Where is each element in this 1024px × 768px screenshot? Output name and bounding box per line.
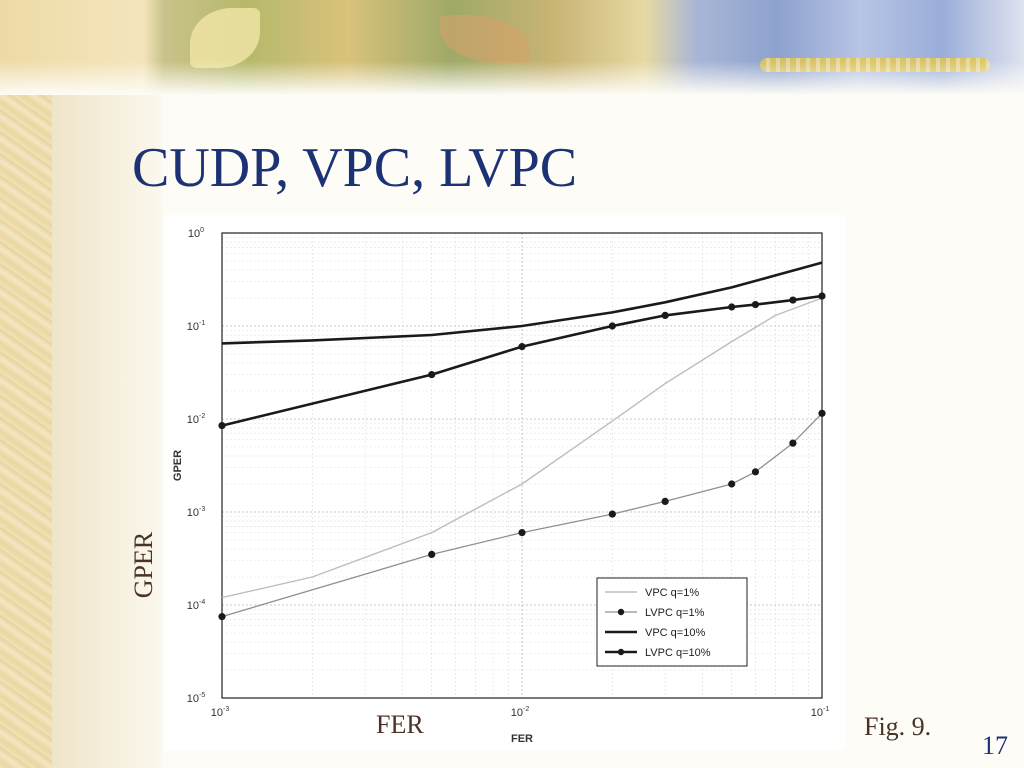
data-point-lvpc-q-10 (661, 311, 669, 320)
data-point-lvpc-q-1 (751, 468, 760, 476)
data-point-lvpc-q-1 (608, 510, 616, 518)
legend-marker-lvpc-q-10 (617, 648, 625, 656)
y-axis-label: GPER (172, 450, 184, 481)
series-line-vpc-q-10 (221, 261, 823, 345)
x-tick-exponent: -1 (823, 706, 829, 713)
legend-label-lvpc-q-1: LVPC q=1% (645, 607, 705, 619)
background-side-fade (52, 0, 162, 768)
figure-caption: Fig. 9. (864, 712, 932, 741)
data-point-lvpc-q-1 (218, 613, 226, 621)
decorative-header-band (0, 0, 1024, 95)
y-tick-exponent: -5 (199, 692, 205, 699)
y-tick-label: 100 (188, 227, 204, 240)
slide-title: CUDP, VPC, LVPC (132, 137, 578, 199)
background-texture (0, 0, 52, 768)
data-point-lvpc-q-10 (789, 296, 797, 304)
y-tick-exponent: -4 (199, 599, 205, 606)
leaf-decoration (190, 8, 260, 68)
gper-vs-fer-chart: 10-3 10-2 10-110010-110-210-310-410-5FERGP… (165, 215, 845, 750)
data-point-lvpc-q-1 (818, 409, 826, 417)
data-point-lvpc-q-10 (608, 322, 616, 330)
data-point-lvpc-q-1 (728, 480, 736, 488)
data-point-lvpc-q-1 (518, 529, 526, 537)
legend-label-vpc-q-1: VPC q=1% (645, 587, 699, 599)
y-tick-exponent: -3 (199, 506, 205, 513)
page-number: 17 (982, 731, 1008, 760)
legend-label-vpc-q-10: VPC q=10% (645, 627, 705, 639)
golden-grass-decoration (760, 58, 990, 72)
legend-label-lvpc-q-10: LVPC q=10% (645, 647, 711, 659)
leaf-decoration (440, 15, 530, 63)
x-tick-exponent: -3 (223, 706, 229, 713)
fer-axis-caption: FER (376, 710, 424, 739)
data-point-lvpc-q-10 (818, 292, 826, 300)
y-tick-exponent: -1 (199, 320, 205, 327)
data-point-lvpc-q-10 (728, 303, 736, 311)
y-tick-exponent: -2 (199, 413, 205, 420)
data-point-lvpc-q-1 (428, 550, 436, 559)
data-point-lvpc-q-10 (518, 343, 526, 351)
x-axis-label: FER (511, 733, 533, 745)
plot-frame (221, 232, 823, 699)
data-point-lvpc-q-10 (751, 300, 760, 309)
series-line-vpc-q-1 (221, 297, 823, 599)
y-tick-exponent: 0 (200, 227, 204, 234)
gper-axis-caption: GPER (129, 531, 158, 599)
x-tick-exponent: -2 (523, 706, 529, 713)
data-point-lvpc-q-10 (428, 371, 436, 379)
data-point-lvpc-q-10 (218, 421, 226, 430)
data-point-lvpc-q-1 (661, 497, 669, 506)
legend-marker-lvpc-q-1 (617, 608, 625, 616)
data-point-lvpc-q-1 (789, 439, 797, 447)
